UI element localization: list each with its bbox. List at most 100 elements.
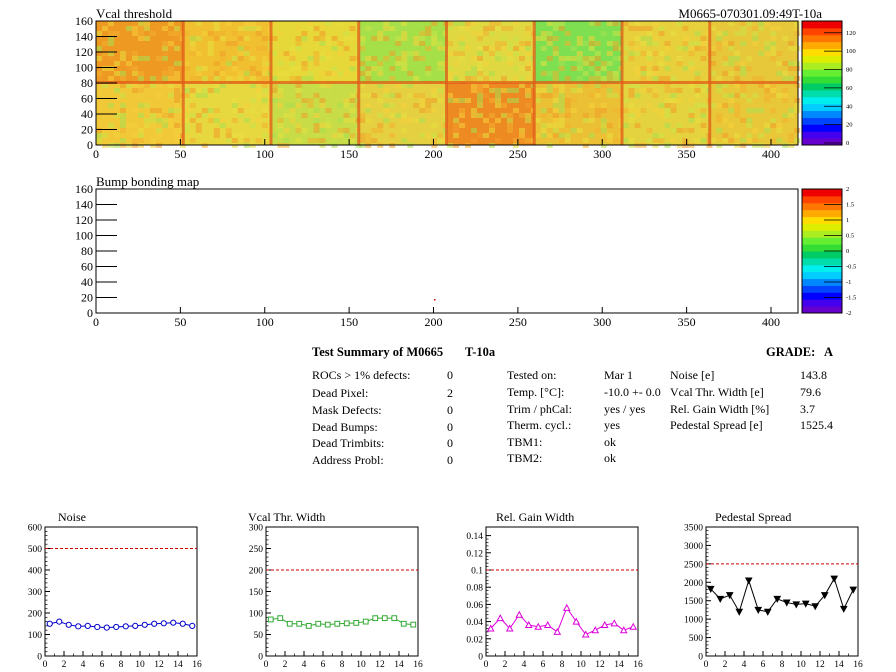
- pixel-cell: [483, 26, 489, 31]
- pixel-cell: [728, 138, 735, 143]
- pixel-cell: [552, 128, 559, 133]
- palette-tick-label: -1: [846, 279, 851, 286]
- pixel-cell: [694, 118, 701, 123]
- pixel-cell: [126, 51, 132, 56]
- pixel-cell: [477, 71, 483, 76]
- pixel-cell: [688, 98, 695, 103]
- pixel-cell: [144, 123, 150, 128]
- palette-tick-label: 60: [846, 85, 853, 92]
- pixel-cell: [752, 93, 759, 98]
- pixel-cell: [283, 138, 290, 143]
- pixel-cell: [622, 21, 629, 26]
- pixel-cell: [401, 51, 408, 56]
- pixel-cell: [770, 88, 777, 93]
- palette-band: [802, 216, 842, 224]
- data-point: [132, 622, 139, 630]
- pixel-cell: [108, 66, 114, 71]
- pixel-cell: [289, 46, 296, 51]
- y-tick-label: 0.02: [466, 635, 483, 645]
- pixel-cell: [425, 46, 432, 51]
- pixel-cell: [752, 138, 759, 143]
- pixel-cell: [261, 88, 268, 93]
- pixel-cell: [261, 108, 268, 113]
- x-tick-label: 0: [264, 660, 269, 670]
- pixel-cell: [540, 133, 547, 138]
- pixel-cell: [144, 26, 150, 31]
- pixel-cell: [231, 133, 238, 138]
- pixel-cell: [471, 83, 477, 88]
- pixel-cell: [271, 93, 278, 98]
- pixel-cell: [525, 103, 531, 108]
- pixel-cell: [401, 21, 408, 26]
- y-tick-label: 80: [81, 244, 93, 258]
- palette-tick-label: 120: [846, 30, 856, 37]
- pixel-cell: [337, 41, 344, 46]
- pixel-cell: [183, 123, 190, 128]
- pixel-cell: [546, 31, 553, 36]
- pixel-cell: [600, 66, 607, 71]
- pixel-cell: [144, 103, 150, 108]
- pixel-cell: [237, 46, 244, 51]
- pixel-cell: [447, 98, 453, 103]
- pixel-cell: [594, 88, 601, 93]
- pixel-cell: [652, 76, 659, 81]
- pixel-cell: [495, 93, 501, 98]
- pixel-cell: [255, 31, 262, 36]
- pixel-cell: [794, 83, 801, 88]
- pixel-cell: [776, 71, 783, 76]
- pixel-cell: [752, 36, 759, 41]
- pixel-cell: [722, 56, 729, 61]
- pixel-cell: [670, 88, 677, 93]
- pixel-cell: [207, 46, 214, 51]
- pixel-cell: [108, 31, 114, 36]
- pixel-cell: [144, 21, 150, 26]
- pixel-cell: [495, 51, 501, 56]
- palette-band: [802, 251, 842, 259]
- pixel-cell: [628, 88, 635, 93]
- pixel-cell: [764, 93, 771, 98]
- pixel-cell: [419, 133, 426, 138]
- pixel-cell: [606, 138, 613, 143]
- pixel-cell: [688, 46, 695, 51]
- pixel-cell: [138, 26, 144, 31]
- pixel-cell: [219, 36, 226, 41]
- pixel-cell: [114, 71, 120, 76]
- pixel-cell: [419, 41, 426, 46]
- pixel-cell: [634, 51, 641, 56]
- pixel-cell: [770, 138, 777, 143]
- pixel-cell: [195, 93, 202, 98]
- palette-band: [802, 189, 842, 197]
- pixel-cell: [174, 108, 180, 113]
- pixel-cell: [174, 123, 180, 128]
- pixel-cell: [682, 128, 689, 133]
- pixel-cell: [634, 108, 641, 113]
- x-tick-label: 2: [503, 660, 508, 670]
- data-point: [754, 606, 763, 614]
- pixel-cell: [201, 93, 208, 98]
- pixel-cell: [552, 46, 559, 51]
- pixel-cell: [640, 76, 647, 81]
- pixel-cell: [189, 46, 196, 51]
- trend-chart-2: Vcal Thr. Width 0 50 100 150 200 250 300 0 2 4 6 8 10…: [248, 510, 423, 670]
- chart-title: Vcal Thr. Width: [248, 510, 325, 524]
- pixel-cell: [138, 133, 144, 138]
- pixel-cell: [283, 56, 290, 61]
- pixel-cell: [168, 71, 174, 76]
- pixel-cell: [670, 31, 677, 36]
- pixel-cell: [102, 41, 108, 46]
- pixel-cell: [740, 118, 747, 123]
- pixel-cell: [343, 138, 350, 143]
- pixel-cell: [534, 98, 541, 103]
- pixel-cell: [425, 98, 432, 103]
- pixel-cell: [710, 71, 717, 76]
- pixel-cell: [395, 36, 402, 41]
- pixel-cell: [776, 93, 783, 98]
- y-tick-label: 140: [75, 198, 93, 212]
- pixel-cell: [120, 76, 126, 81]
- pixel-cell: [546, 123, 553, 128]
- palette-band: [802, 257, 842, 266]
- pixel-cell: [606, 133, 613, 138]
- pixel-cell: [459, 56, 465, 61]
- pixel-cell: [174, 26, 180, 31]
- pixel-cell: [576, 61, 583, 66]
